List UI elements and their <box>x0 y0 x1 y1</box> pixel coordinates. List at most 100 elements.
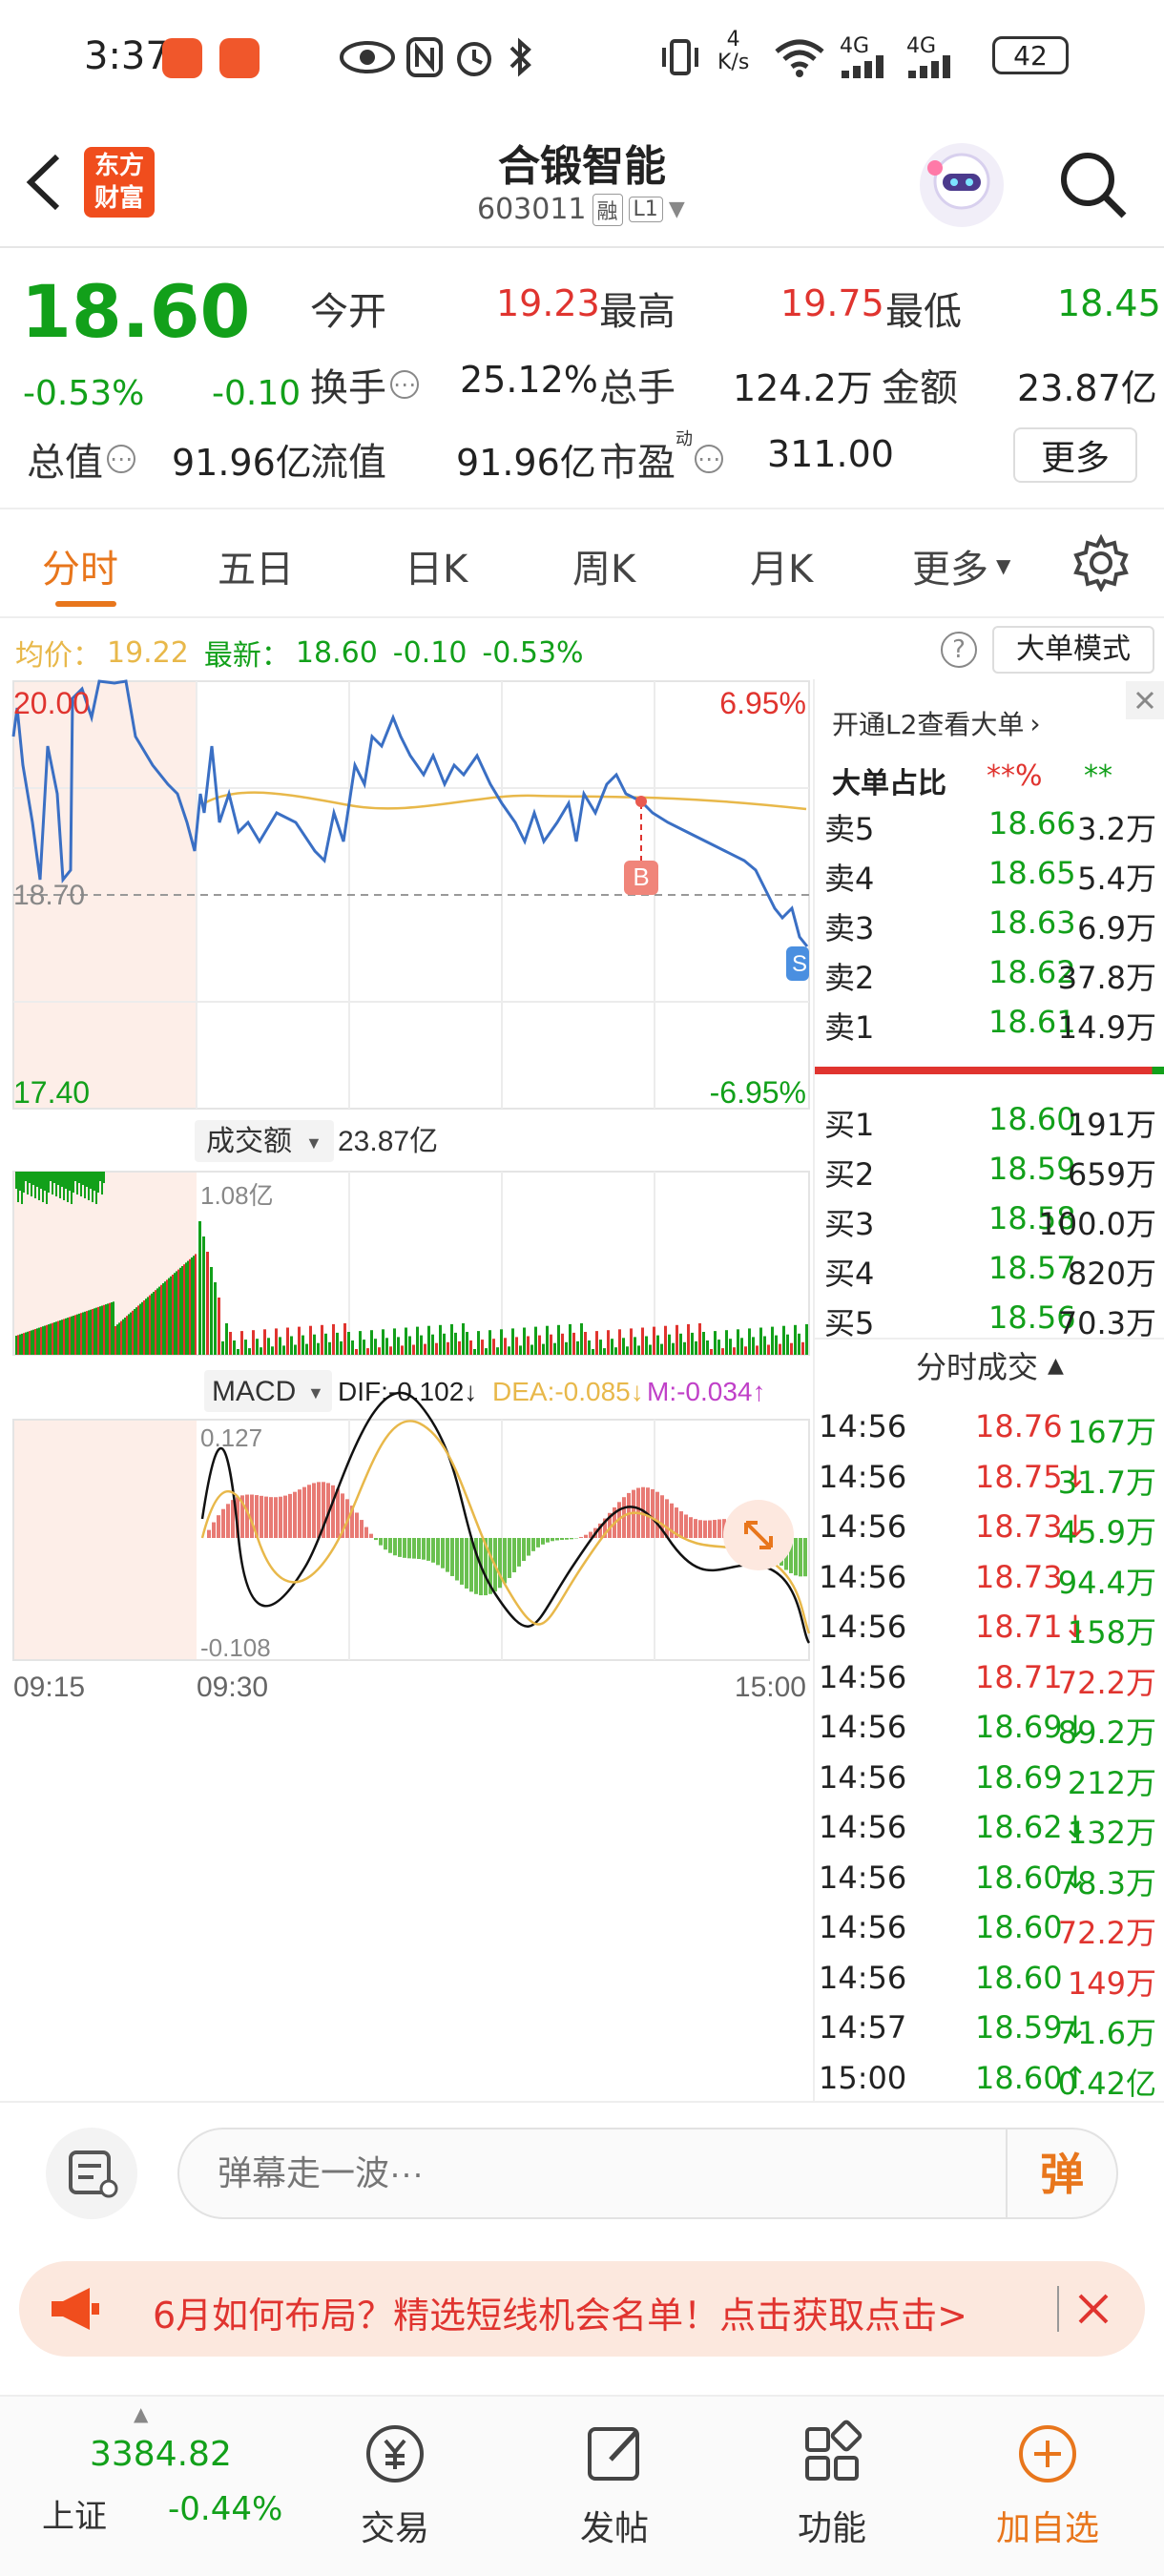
volume-bar <box>63 1172 65 1200</box>
trade-volume: 45.9万 <box>1057 1514 1156 1550</box>
trade-volume: 72.2万 <box>1057 1664 1156 1701</box>
volume-bar <box>672 1342 675 1355</box>
expand-chart-button[interactable] <box>723 1500 794 1570</box>
pe-dynamic-sup: 动 <box>676 429 693 449</box>
macd-bar <box>417 1538 421 1559</box>
volume-bar <box>132 1310 134 1355</box>
macd-indicator-select[interactable] <box>204 1370 332 1412</box>
turnover-label: 换手 <box>310 366 386 410</box>
macd-bar <box>446 1538 449 1572</box>
volume-bar <box>801 1341 804 1355</box>
volume-bar <box>721 1348 724 1355</box>
volume-bar <box>145 1298 147 1355</box>
trade-price: 18.60 <box>975 1909 1063 1945</box>
ask-row: 卖5 18.66 3.2万 <box>815 800 1164 849</box>
bid-row-label: 买5 <box>824 1305 875 1341</box>
trade-time: 14:56 <box>819 1408 907 1444</box>
volume-bar <box>695 1340 697 1355</box>
volume-bar <box>27 1172 29 1195</box>
volume-indicator-select[interactable] <box>195 1120 334 1162</box>
info-icon[interactable]: ⋯ <box>107 445 135 473</box>
danmu-settings-button[interactable] <box>46 2128 137 2219</box>
nav-add-favorite[interactable]: 加自选 <box>931 2397 1164 2576</box>
close-icon[interactable] <box>1126 681 1164 719</box>
close-icon[interactable] <box>1074 2290 1112 2328</box>
macd-bar <box>250 1494 254 1538</box>
volume-bar <box>48 1324 50 1355</box>
volume-bar <box>786 1334 789 1355</box>
help-icon[interactable]: ? <box>941 632 977 668</box>
nav-functions[interactable]: 功能 <box>716 2397 948 2576</box>
volume-bar <box>321 1324 323 1355</box>
nav-post[interactable]: 发帖 <box>498 2397 731 2576</box>
tab-monthly-k[interactable]: 月K <box>750 548 814 592</box>
volume-bar <box>244 1340 247 1355</box>
intraday-trades-title[interactable]: 分时成交 ▲ <box>916 1349 1064 1385</box>
macd-bar <box>627 1492 631 1538</box>
volume-bar <box>473 1349 476 1355</box>
volume-bar <box>324 1333 327 1355</box>
macd-bar <box>441 1538 445 1568</box>
volume-bar <box>389 1346 392 1355</box>
danmu-input[interactable] <box>218 2147 943 2200</box>
ask-row-price: 18.62 <box>988 954 1076 990</box>
volume-bar <box>714 1331 717 1355</box>
search-icon[interactable] <box>1055 147 1132 223</box>
info-icon[interactable]: ⋯ <box>390 370 419 399</box>
nav-index-ticker[interactable]: ▲ 3384.82 上证 -0.44% <box>0 2397 282 2576</box>
info-icon[interactable]: ⋯ <box>695 445 723 473</box>
macd-bar <box>260 1495 263 1538</box>
more-button[interactable]: 更多 <box>1013 427 1137 483</box>
trade-volume: 167万 <box>1067 1414 1156 1450</box>
promo-banner[interactable]: 6月如何布局？精选短线机会名单！点击获取点击> <box>19 2261 1145 2357</box>
macd-bar <box>679 1511 683 1538</box>
volume-bar <box>443 1333 446 1355</box>
caret-up-icon: ▲ <box>134 2402 149 2425</box>
trade-row: 14:56 18.62↓ 132万 <box>815 1803 1164 1853</box>
tab-more[interactable]: 更多 ▼ <box>912 548 1011 592</box>
volume-bar <box>80 1313 82 1355</box>
nav-trade[interactable]: 交易 <box>279 2397 511 2576</box>
sell-marker[interactable] <box>786 946 809 981</box>
intraday-chart[interactable]: B S 20.00 6.95% 18.70 17.40 -6.95% 成交额 ▼… <box>0 679 811 2101</box>
tab-five-day[interactable]: 五日 <box>218 548 294 592</box>
volume-bar <box>130 1312 132 1355</box>
volume-bar <box>660 1343 663 1355</box>
robot-assistant-icon[interactable] <box>916 139 1008 231</box>
volume-bar <box>515 1337 518 1355</box>
volume-bar <box>86 1311 88 1355</box>
volume-bar <box>46 1324 48 1355</box>
volume-bar <box>158 1286 160 1355</box>
volume-bar <box>19 1334 21 1355</box>
danmu-send-button[interactable]: 弹 <box>1040 2149 1084 2200</box>
volume-bar <box>706 1340 709 1355</box>
volume-bar <box>118 1322 120 1355</box>
signal-label-1: 4G <box>840 34 870 58</box>
ask-row-price: 18.61 <box>988 1004 1076 1040</box>
buy-marker[interactable] <box>624 861 658 895</box>
back-arrow-icon[interactable] <box>19 149 67 216</box>
volume-bar <box>687 1323 690 1355</box>
big-order-mode-button[interactable]: 大单模式 <box>992 626 1154 674</box>
volume-value: 23.87亿 <box>338 1126 438 1157</box>
tab-weekly-k[interactable]: 周K <box>572 548 636 592</box>
bid-row-volume: 820万 <box>1067 1256 1156 1292</box>
tab-intraday[interactable]: 分时 <box>42 548 118 592</box>
tab-daily-k[interactable]: 日K <box>405 548 468 592</box>
volume-bar <box>137 1305 139 1355</box>
market-cap-value: 91.96亿 <box>172 442 312 484</box>
amount-label: 金额 <box>882 366 958 410</box>
macd-bar <box>431 1538 435 1563</box>
chevron-down-icon[interactable]: ▼ <box>668 197 685 221</box>
macd-bar <box>665 1499 669 1538</box>
volume-bar <box>328 1341 331 1355</box>
l2-upgrade-link[interactable]: 开通L2查看大单 › <box>832 707 1041 741</box>
macd-bar <box>436 1538 440 1566</box>
macd-bar <box>484 1538 488 1596</box>
volume-bar <box>469 1340 472 1355</box>
bid-row-label: 买4 <box>824 1256 875 1292</box>
bid-row-volume: 70.3万 <box>1057 1305 1156 1341</box>
bid-row: 买3 18.58 100.0万 <box>815 1195 1164 1244</box>
volume-bar <box>107 1303 109 1355</box>
settings-gear-icon[interactable] <box>1072 534 1130 592</box>
